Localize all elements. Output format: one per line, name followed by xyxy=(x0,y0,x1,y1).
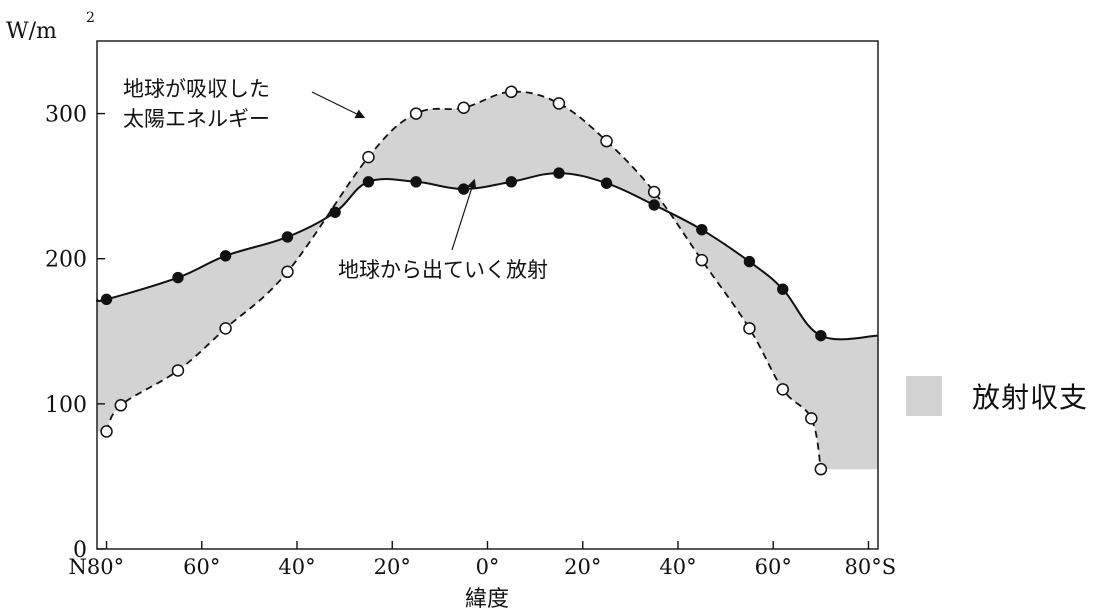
emitted-point xyxy=(600,177,613,189)
y-tick-label: 200 xyxy=(45,248,87,273)
absorbed-point xyxy=(776,383,790,396)
y-tick-label: 300 xyxy=(45,103,87,128)
x-axis: N80° 60° 40° 20° 0° 20° 40° 60° 80°S xyxy=(69,541,896,579)
absorbed-point xyxy=(695,253,709,267)
absorbed-point xyxy=(362,150,375,164)
emitted-point xyxy=(553,167,565,179)
absorbed-point xyxy=(114,399,128,412)
absorbed-point xyxy=(409,107,423,120)
emitted-point xyxy=(457,183,470,195)
emitted-label: 地球から出ていく放射 xyxy=(338,258,548,282)
emitted-point xyxy=(743,255,756,268)
series-markers xyxy=(100,85,828,476)
emitted-point xyxy=(100,293,113,306)
y-axis-unit-exponent: 2 xyxy=(86,10,95,26)
absorbed-point xyxy=(457,101,470,115)
absorbed-point xyxy=(100,425,113,438)
emitted-callout-arrow xyxy=(451,178,477,251)
absorbed-point xyxy=(647,185,661,199)
absorbed-point xyxy=(171,364,185,377)
absorbed-point xyxy=(219,322,232,335)
y-axis: 0 100 200 300 xyxy=(45,103,105,563)
legend: 放射収支 xyxy=(906,376,1088,416)
x-tick-label: 20° xyxy=(564,555,601,579)
absorbed-point xyxy=(505,85,518,99)
emitted-point xyxy=(648,199,660,211)
x-tick-label: N80° xyxy=(69,555,125,579)
absorbed-label-line-1: 地球が吸収した xyxy=(123,77,270,101)
emitted-point xyxy=(815,329,827,342)
emitted-point xyxy=(410,176,422,188)
x-tick-label: 40° xyxy=(278,555,315,579)
absorbed-point xyxy=(600,134,613,148)
absorbed-point xyxy=(281,265,294,279)
emitted-point xyxy=(219,250,232,262)
emitted-point xyxy=(281,231,294,243)
absorbed-label-line-2: 太陽エネルギー xyxy=(123,107,270,131)
y-axis-unit: W/m xyxy=(6,19,57,44)
x-tick-label: 0° xyxy=(476,555,500,579)
annotations: 地球が吸収した 太陽エネルギー 地球から出ていく放射 xyxy=(123,77,548,282)
x-tick-label: 20° xyxy=(374,555,411,579)
absorbed-point xyxy=(814,462,828,476)
emitted-point xyxy=(329,206,341,218)
emitted-point xyxy=(777,283,789,295)
x-tick-label: 60° xyxy=(755,555,792,579)
absorbed-point xyxy=(552,97,566,110)
fill-area xyxy=(96,91,879,470)
legend-swatch xyxy=(906,376,942,416)
x-axis-label: 緯度 xyxy=(465,587,509,612)
legend-label: 放射収支 xyxy=(972,381,1089,414)
absorbed-line xyxy=(105,90,822,470)
absorbed-point xyxy=(805,412,818,425)
emitted-point xyxy=(696,223,708,236)
absorbed-callout-arrow xyxy=(311,91,366,119)
emitted-point xyxy=(362,176,375,188)
emitted-point xyxy=(172,271,184,284)
radiation-balance-fill xyxy=(96,91,879,470)
emitted-point xyxy=(505,176,518,188)
y-tick-label: 0 xyxy=(73,538,87,563)
x-tick-label: 80°S xyxy=(844,555,896,579)
y-tick-label: 100 xyxy=(45,393,87,418)
x-tick-label: 40° xyxy=(659,555,696,579)
absorbed-point xyxy=(743,322,756,335)
x-tick-label: 60° xyxy=(183,555,220,579)
